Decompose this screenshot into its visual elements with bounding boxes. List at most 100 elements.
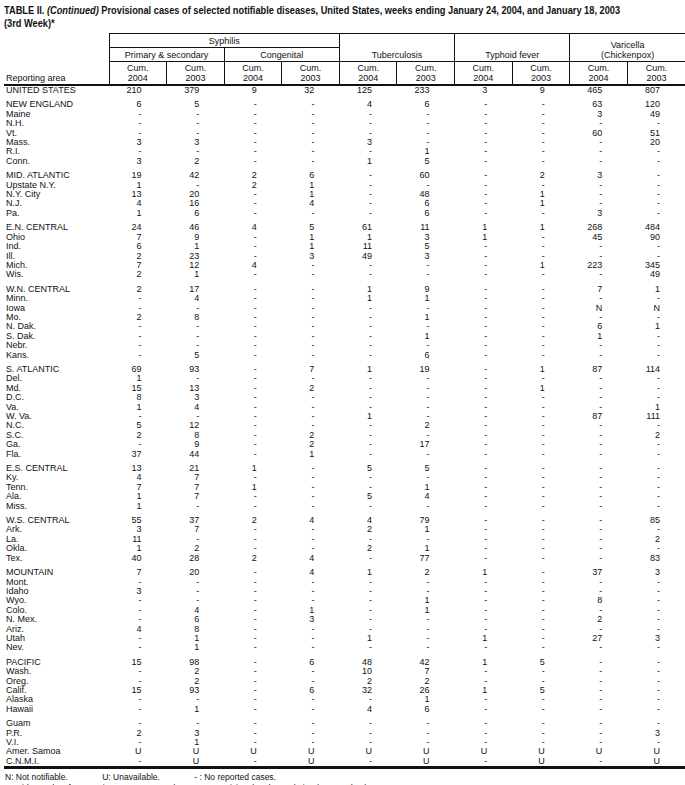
value-cell: - — [167, 695, 225, 704]
table-row: Kans.-5---6---- — [4, 351, 685, 360]
table-row: Ariz.48-------- — [4, 625, 685, 634]
value-cell: - — [570, 719, 628, 728]
value-cell: 1 — [339, 157, 397, 166]
value-cell: - — [224, 313, 282, 322]
value-cell: - — [339, 578, 397, 587]
value-cell: - — [224, 252, 282, 261]
reporting-area-cell: Vt. — [4, 129, 109, 138]
value-cell: 2 — [512, 171, 570, 180]
table-body: UNITED STATES21037993212523339465807NEW … — [4, 85, 685, 768]
value-cell: - — [570, 431, 628, 440]
value-cell: 15 — [109, 686, 167, 695]
column-group-typhoid-fever: Typhoid fever — [455, 34, 570, 62]
value-cell: - — [455, 578, 513, 587]
value-cell: - — [282, 643, 340, 652]
value-cell: - — [512, 374, 570, 383]
value-cell: - — [512, 667, 570, 676]
value-cell: 7 — [167, 492, 225, 501]
value-cell: - — [627, 157, 685, 166]
value-cell: 1 — [455, 568, 513, 577]
value-cell: - — [167, 502, 225, 511]
table-row: Va.14-------1 — [4, 403, 685, 412]
value-cell: - — [512, 270, 570, 279]
value-cell: 46 — [167, 223, 225, 232]
reporting-area-cell: Mont. — [4, 578, 109, 587]
value-cell: - — [224, 615, 282, 624]
reporting-area-cell: Kans. — [4, 351, 109, 360]
value-cell: 1 — [455, 233, 513, 242]
value-cell: 3 — [627, 729, 685, 738]
value-cell: - — [224, 473, 282, 482]
reporting-area-cell: Wyo. — [4, 596, 109, 605]
value-cell: - — [627, 625, 685, 634]
column-header-cum-2004: Cum.2004 — [224, 62, 282, 86]
value-cell: 4 — [282, 568, 340, 577]
reporting-area-cell: Md. — [4, 384, 109, 393]
value-cell: - — [397, 729, 455, 738]
value-cell: 4 — [109, 199, 167, 208]
value-cell: 7 — [109, 233, 167, 242]
value-cell: - — [627, 483, 685, 492]
table-row: Ga.-9-2-17---- — [4, 440, 685, 449]
value-cell: 2 — [109, 285, 167, 294]
value-cell: - — [282, 285, 340, 294]
value-cell: - — [224, 578, 282, 587]
value-cell: - — [570, 270, 628, 279]
value-cell: 42 — [397, 658, 455, 667]
value-cell: 5 — [339, 492, 397, 501]
table-row: Okla.12--21---- — [4, 544, 685, 553]
value-cell: 5 — [109, 421, 167, 430]
reporting-area-cell: Miss. — [4, 502, 109, 511]
value-cell: - — [224, 351, 282, 360]
value-cell: - — [455, 294, 513, 303]
value-cell: 1 — [167, 738, 225, 747]
mmwr-table-page: TABLE II. (Continued) Provisional cases … — [0, 0, 685, 785]
reporting-area-cell: Pa. — [4, 209, 109, 218]
reporting-area-cell: Ariz. — [4, 625, 109, 634]
value-cell: 7 — [109, 568, 167, 577]
value-cell: - — [282, 322, 340, 331]
value-cell: 9 — [512, 85, 570, 95]
reporting-area-cell: W.N. CENTRAL — [4, 285, 109, 294]
reporting-area-cell: Tex. — [4, 554, 109, 563]
value-cell: 4 — [167, 606, 225, 615]
table-row: N.H.---------- — [4, 119, 685, 128]
value-cell: - — [627, 686, 685, 695]
value-cell: 1 — [339, 412, 397, 421]
value-cell: - — [282, 502, 340, 511]
value-cell: - — [339, 374, 397, 383]
value-cell: - — [282, 119, 340, 128]
value-cell: - — [109, 615, 167, 624]
value-cell: - — [570, 341, 628, 350]
value-cell: 1 — [109, 403, 167, 412]
value-cell: 5 — [282, 223, 340, 232]
reporting-area-cell: Colo. — [4, 606, 109, 615]
value-cell: 6 — [397, 209, 455, 218]
value-cell: - — [224, 157, 282, 166]
value-cell: 27 — [570, 634, 628, 643]
value-cell: - — [167, 129, 225, 138]
value-cell: - — [570, 138, 628, 147]
value-cell: - — [282, 374, 340, 383]
table-row: MID. ATLANTIC194226-60-23- — [4, 171, 685, 180]
value-cell: 2 — [570, 615, 628, 624]
value-cell: 1 — [282, 190, 340, 199]
reporting-area-cell: Fla. — [4, 450, 109, 459]
value-cell: - — [282, 209, 340, 218]
value-cell: - — [224, 729, 282, 738]
value-cell: - — [627, 393, 685, 402]
value-cell: - — [339, 695, 397, 704]
value-cell: 40 — [109, 554, 167, 563]
reporting-area-cell: MOUNTAIN — [4, 568, 109, 577]
value-cell: - — [109, 440, 167, 449]
value-cell: 8 — [167, 431, 225, 440]
value-cell: 3 — [570, 209, 628, 218]
value-cell: 210 — [109, 85, 167, 95]
value-cell: - — [167, 341, 225, 350]
value-cell: - — [627, 738, 685, 747]
value-cell: 20 — [167, 568, 225, 577]
column-header-cum-2003: Cum.2003 — [512, 62, 570, 86]
value-cell: 60 — [570, 129, 628, 138]
value-cell: 13 — [109, 464, 167, 473]
value-cell: - — [570, 252, 628, 261]
